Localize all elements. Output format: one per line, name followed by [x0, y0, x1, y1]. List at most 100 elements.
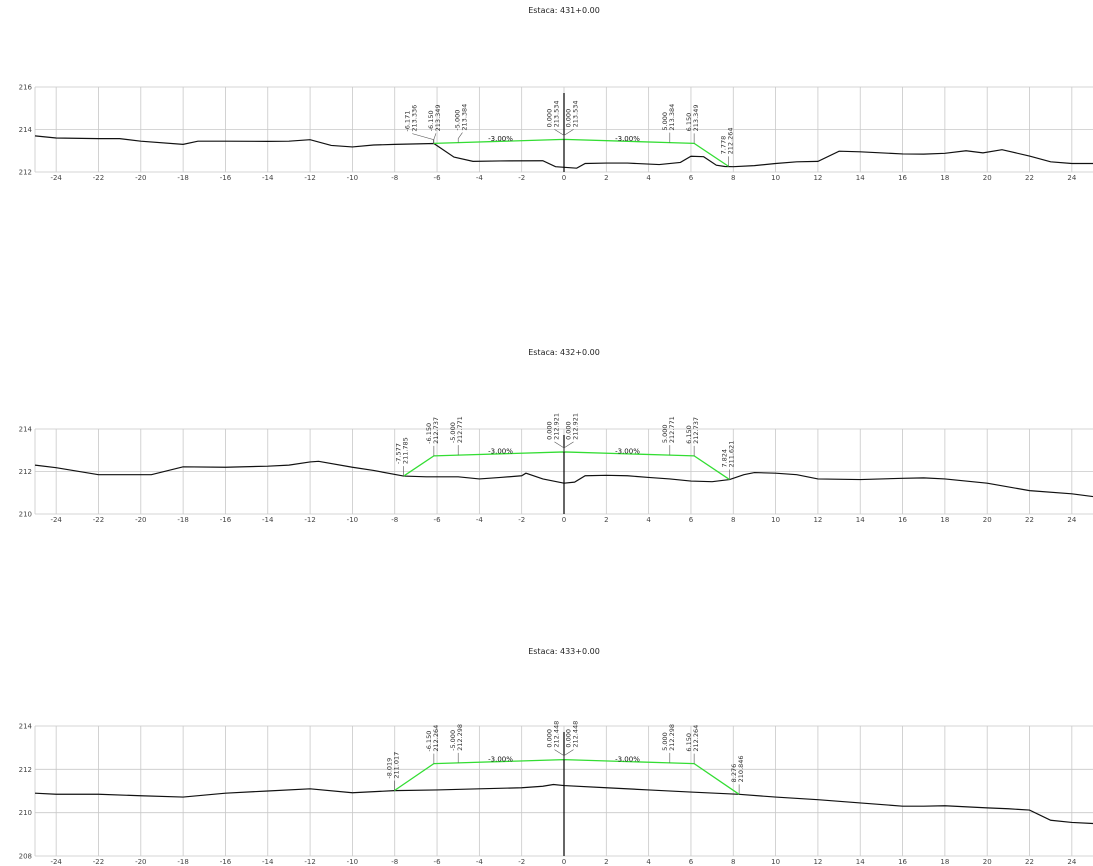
x-tick-label: 2 — [604, 174, 608, 182]
x-tick-label: -14 — [262, 174, 274, 182]
label-leader — [554, 441, 565, 452]
slope-label: -3.00% — [488, 755, 513, 763]
x-tick-label: -4 — [476, 174, 484, 182]
x-tick-label: -16 — [220, 858, 232, 866]
point-elevation: 212.771 — [456, 416, 464, 443]
x-tick-label: 14 — [856, 174, 865, 182]
x-tick-label: 22 — [1025, 516, 1034, 524]
x-tick-label: 2 — [604, 516, 608, 524]
x-tick-label: 16 — [898, 174, 907, 182]
y-tick-label: 214 — [19, 723, 33, 731]
label-leader — [554, 749, 565, 760]
station-offset: 0.000 — [545, 729, 553, 748]
station-elevation-label: 0.000212.921 — [545, 413, 560, 440]
point-elevation: 212.448 — [572, 721, 580, 748]
x-tick-label: -24 — [50, 174, 62, 182]
x-tick-label: -18 — [177, 858, 188, 866]
station-offset: -6.150 — [427, 110, 435, 131]
design-template — [433, 138, 729, 167]
x-tick-label: -4 — [476, 516, 484, 524]
station-elevation-label: 7.824211.621 — [721, 441, 736, 468]
x-tick-label: -2 — [518, 516, 525, 524]
point-elevation: 213.384 — [668, 104, 676, 131]
x-tick-label: -12 — [304, 516, 315, 524]
station-elevation-label: 5.000213.384 — [661, 104, 676, 131]
x-tick-label: 10 — [771, 858, 780, 866]
station-elevation-label: 5.000212.771 — [661, 416, 676, 443]
x-tick-label: 24 — [1067, 516, 1076, 524]
station-elevation-label: -7.577211.785 — [395, 437, 410, 464]
x-tick-label: -16 — [220, 516, 232, 524]
station-elevation-label: 6.150212.264 — [685, 725, 700, 752]
station-offset: -6.150 — [425, 423, 433, 444]
x-tick-label: 20 — [983, 174, 992, 182]
x-tick-label: 16 — [898, 516, 907, 524]
y-tick-label: 208 — [19, 853, 32, 861]
point-elevation: 212.771 — [668, 416, 676, 443]
station-elevation-label: 0.000212.448 — [565, 721, 580, 748]
point-elevation: 212.921 — [572, 413, 580, 440]
point-elevation: 212.264 — [727, 127, 735, 154]
station-elevation-label: -8.019211.017 — [385, 752, 400, 779]
x-tick-label: -14 — [262, 516, 274, 524]
station-offset: 0.000 — [545, 421, 553, 440]
label-leader — [433, 133, 437, 144]
label-leader — [563, 129, 574, 140]
x-tick-label: -18 — [177, 516, 188, 524]
point-elevation: 213.349 — [434, 104, 442, 131]
x-tick-label: 0 — [562, 516, 566, 524]
y-tick-label: 216 — [19, 84, 33, 92]
x-tick-label: 2 — [604, 858, 608, 866]
slope-label: -3.00% — [615, 755, 640, 763]
y-tick-label: 212 — [19, 766, 32, 774]
x-tick-label: 10 — [771, 516, 780, 524]
station-elevation-label: 7.778212.264 — [720, 127, 735, 154]
y-tick-label: 212 — [19, 169, 32, 177]
x-tick-label: -8 — [391, 858, 398, 866]
station-elevation-label: -6.150212.737 — [425, 417, 440, 444]
point-elevation: 211.017 — [392, 752, 400, 779]
x-tick-label: -24 — [50, 516, 62, 524]
x-tick-label: -22 — [93, 516, 104, 524]
section-title: Estaca: 431+0.00 — [528, 6, 600, 15]
point-elevation: 210.846 — [737, 755, 745, 782]
x-tick-label: -10 — [347, 516, 358, 524]
point-elevation: 212.298 — [668, 724, 676, 751]
station-elevation-label: 0.000212.921 — [565, 413, 580, 440]
station-offset: 6.150 — [685, 425, 693, 444]
station-offset: -7.577 — [395, 443, 403, 464]
x-tick-label: 20 — [983, 516, 992, 524]
label-leader — [563, 749, 574, 760]
x-tick-label: 6 — [689, 858, 694, 866]
x-tick-label: -8 — [391, 516, 398, 524]
x-tick-label: 4 — [646, 516, 651, 524]
station-offset: 7.778 — [720, 136, 728, 155]
x-tick-label: -16 — [220, 174, 232, 182]
point-elevation: 212.737 — [692, 417, 700, 444]
x-tick-label: -6 — [434, 858, 442, 866]
x-tick-label: 8 — [731, 174, 735, 182]
label-leader — [563, 441, 574, 452]
station-offset: -6.171 — [403, 111, 411, 132]
y-tick-label: 214 — [19, 126, 33, 134]
station-elevation-label: -6.171213.336 — [403, 105, 418, 132]
point-elevation: 213.349 — [692, 104, 700, 131]
x-tick-label: -22 — [93, 174, 104, 182]
x-tick-label: 22 — [1025, 858, 1034, 866]
x-tick-label: -2 — [518, 174, 525, 182]
station-offset: -5.000 — [453, 110, 461, 131]
x-tick-label: 16 — [898, 858, 907, 866]
x-tick-label: -4 — [476, 858, 484, 866]
ground-profile — [34, 783, 1093, 825]
station-elevation-label: -5.000213.384 — [453, 104, 468, 131]
x-tick-label: 18 — [940, 174, 949, 182]
x-tick-label: 0 — [562, 174, 566, 182]
x-tick-label: 14 — [856, 516, 865, 524]
station-elevation-label: -6.150212.264 — [425, 725, 440, 752]
x-tick-label: -10 — [347, 858, 358, 866]
point-elevation: 212.737 — [432, 417, 440, 444]
x-tick-label: -6 — [434, 516, 442, 524]
